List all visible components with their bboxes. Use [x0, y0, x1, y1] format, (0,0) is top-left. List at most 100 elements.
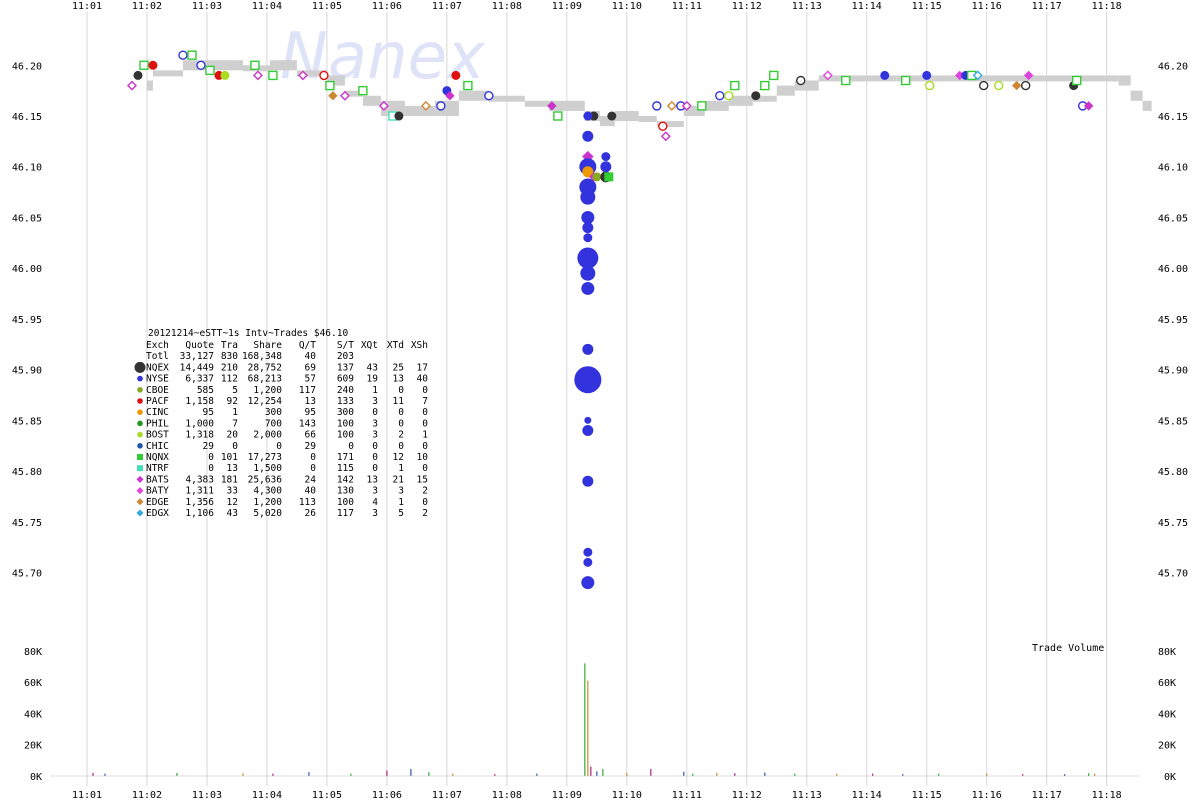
legend-cell: CBOE — [146, 385, 169, 396]
legend-cell: 17 — [417, 362, 428, 373]
nbbo-band-segment — [524, 100, 549, 107]
volume-tick-label-right: 60K — [1158, 678, 1176, 689]
price-tick-label-left: 45.80 — [12, 467, 42, 478]
trade-marker — [187, 50, 197, 60]
nbbo-band-segment — [458, 90, 489, 101]
legend-cell: 0 — [276, 441, 282, 452]
legend-cell: 12,254 — [248, 396, 283, 407]
legend-marker — [137, 443, 143, 449]
legend-cell: 203 — [337, 351, 354, 362]
x-tick-label-top: 11:11 — [672, 1, 702, 12]
legend-cell: 1 — [422, 430, 428, 441]
trade-marker — [652, 101, 662, 111]
legend-cell: 1 — [398, 497, 404, 508]
legend-cell: 25 — [393, 362, 404, 373]
legend-cell: EDGX — [146, 508, 169, 519]
crash-trade-marker — [600, 161, 612, 173]
nbbo-band-segment — [269, 60, 297, 71]
x-tick-label-top: 11:02 — [132, 1, 162, 12]
trade-marker — [126, 80, 137, 91]
crash-trade-marker — [583, 547, 593, 557]
legend-cell: 13 — [367, 474, 378, 485]
trade-marker — [139, 60, 149, 70]
trade-marker — [328, 91, 338, 101]
trade-marker — [880, 70, 890, 80]
crash-trade-marker — [583, 111, 593, 121]
price-tick-label-left: 45.90 — [12, 366, 42, 377]
x-tick-label-top: 11:10 — [612, 1, 642, 12]
legend-cell: 4,383 — [185, 474, 214, 485]
legend-table: 20121214~eSTT~1s Intv~Trades $46.10 Exch… — [134, 328, 428, 519]
x-tick-label-bottom: 11:03 — [192, 790, 222, 800]
legend-cell: 1,318 — [185, 430, 214, 441]
legend-cell: 0 — [398, 407, 404, 418]
legend-cell: PACF — [146, 396, 169, 407]
nbbo-band-segment — [1130, 90, 1143, 101]
nbbo-band-segment — [614, 110, 639, 122]
trade-marker — [220, 70, 230, 80]
trade-marker — [451, 70, 461, 80]
legend-cell: 40 — [305, 351, 317, 362]
nbbo-band-segment — [488, 95, 525, 102]
legend-cell: 13 — [227, 463, 238, 474]
nbbo-band-segment — [818, 75, 897, 82]
legend-marker — [137, 409, 143, 416]
volume-tick-label-left: 60K — [24, 678, 42, 689]
legend-cell: 3 — [372, 396, 378, 407]
price-tick-label-left: 45.85 — [12, 416, 42, 427]
price-tick-label-right: 45.75 — [1158, 518, 1188, 529]
price-tick-label-left: 45.75 — [12, 518, 42, 529]
x-tick-label-top: 11:03 — [192, 1, 222, 12]
x-tick-label-bottom: 11:12 — [732, 790, 762, 800]
x-tick-label-bottom: 11:07 — [432, 790, 462, 800]
legend-cell: 101 — [221, 452, 238, 463]
legend-cell: 5 — [232, 385, 238, 396]
legend-cell: CHIC — [146, 441, 169, 452]
legend-cell: 1 — [398, 463, 404, 474]
legend-cell: 130 — [337, 486, 354, 497]
legend-cell: 3 — [372, 508, 378, 519]
trade-marker — [607, 111, 617, 121]
x-axis-ticks: 11:01 11:01 11:02 11:02 11:03 11:03 11:04 11:04… — [72, 1, 1122, 801]
price-tick-label-right: 45.80 — [1158, 467, 1188, 478]
volume-tick-label-left: 80K — [24, 647, 42, 658]
trade-marker — [339, 90, 350, 101]
legend-cell: 0 — [422, 463, 428, 474]
trade-marker — [196, 60, 206, 70]
legend-cell: 0 — [372, 452, 378, 463]
nbbo-band-segment — [1118, 75, 1131, 86]
crash-trade-marker — [580, 189, 596, 205]
legend-cell: EDGE — [146, 497, 169, 508]
legend-cell: 0 — [348, 441, 354, 452]
legend-header: Share — [253, 340, 282, 351]
legend-marker — [137, 431, 143, 438]
crash-trade-marker — [583, 557, 593, 567]
legend-cell: 0 — [372, 463, 378, 474]
trade-marker — [658, 121, 668, 131]
trade-marker — [325, 80, 335, 91]
trade-marker — [445, 91, 455, 101]
legend-cell: 1,000 — [185, 418, 214, 429]
legend-marker — [137, 387, 143, 393]
legend-cell: 29 — [305, 441, 317, 452]
nbbo-band-segment — [146, 80, 153, 91]
legend-cell: 7 — [422, 396, 428, 407]
x-tick-label-top: 11:05 — [312, 1, 342, 12]
legend-cell: 7 — [232, 418, 238, 429]
volume-bars — [50, 663, 1140, 777]
legend-marker — [137, 465, 143, 472]
legend-cell: 0 — [208, 463, 214, 474]
legend-cell: Totl — [146, 351, 169, 362]
trade-marker — [1083, 101, 1094, 111]
trade-marker — [178, 50, 188, 60]
legend-cell: 112 — [221, 374, 238, 385]
legend-cell: 33 — [227, 486, 238, 497]
legend-cell: 20 — [227, 430, 239, 441]
nbbo-band-segment — [896, 75, 1119, 82]
x-tick-label-bottom: 11:04 — [252, 790, 282, 800]
legend-marker — [137, 398, 143, 404]
trade-marker — [993, 80, 1004, 91]
price-tick-label-left: 46.00 — [12, 264, 42, 275]
x-tick-label-bottom: 11:08 — [492, 790, 522, 800]
nbbo-band-segment — [656, 121, 684, 128]
